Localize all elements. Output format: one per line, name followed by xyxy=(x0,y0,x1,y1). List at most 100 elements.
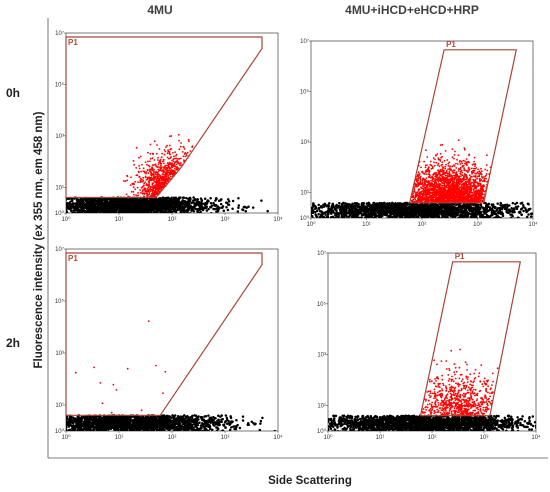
data-point xyxy=(162,158,165,161)
data-point xyxy=(168,197,172,201)
data-point xyxy=(404,218,407,221)
data-point xyxy=(302,206,305,209)
data-point xyxy=(62,202,65,205)
data-point xyxy=(190,201,193,205)
data-point xyxy=(148,160,151,163)
data-point xyxy=(123,210,127,213)
data-point xyxy=(59,198,62,201)
data-point xyxy=(174,212,175,213)
data-point xyxy=(527,213,530,216)
data-point xyxy=(153,168,156,171)
data-point xyxy=(189,150,192,152)
data-point xyxy=(512,207,516,210)
x-tick-label: 10³ xyxy=(473,222,482,228)
data-point xyxy=(495,215,499,218)
data-point xyxy=(55,203,58,206)
data-point xyxy=(111,208,114,211)
data-point xyxy=(176,168,179,171)
data-point xyxy=(284,209,287,212)
data-point xyxy=(130,190,133,193)
data-point xyxy=(397,204,401,208)
data-point xyxy=(18,211,21,214)
row-label-2h: 2h xyxy=(6,336,20,350)
data-point xyxy=(261,205,264,208)
data-point xyxy=(405,218,408,221)
data-point xyxy=(132,199,136,203)
data-point xyxy=(170,135,173,137)
data-point xyxy=(515,201,519,205)
data-point xyxy=(128,198,132,201)
data-point xyxy=(113,214,116,217)
data-point xyxy=(444,219,447,222)
data-point xyxy=(105,208,109,212)
data-point xyxy=(74,214,77,217)
data-point xyxy=(128,217,131,220)
data-point xyxy=(149,211,153,213)
data-point xyxy=(56,201,59,204)
data-point xyxy=(128,206,131,209)
data-point xyxy=(173,213,176,216)
data-point xyxy=(15,213,18,216)
data-point xyxy=(12,198,15,201)
data-point xyxy=(225,205,228,209)
data-point xyxy=(167,162,169,164)
data-point xyxy=(388,205,391,209)
data-point xyxy=(120,207,123,211)
data-point xyxy=(50,206,53,209)
data-point xyxy=(331,225,334,228)
data-point xyxy=(134,214,137,217)
x-axis-title: Side Scattering xyxy=(268,475,352,487)
data-point xyxy=(111,219,114,222)
data-point xyxy=(520,207,524,210)
data-point xyxy=(307,204,310,207)
data-point xyxy=(492,212,496,215)
data-point xyxy=(76,211,80,213)
data-point xyxy=(89,213,92,216)
data-point xyxy=(496,211,500,214)
data-point xyxy=(302,209,305,212)
data-point xyxy=(168,163,171,166)
data-point xyxy=(303,205,306,208)
data-point xyxy=(173,198,176,202)
data-point xyxy=(305,209,308,212)
data-point xyxy=(169,148,172,151)
data-point xyxy=(159,158,162,161)
data-point xyxy=(60,203,63,206)
data-point xyxy=(116,212,118,213)
data-point xyxy=(108,219,111,222)
data-point xyxy=(427,204,430,208)
data-point xyxy=(110,217,113,220)
data-point xyxy=(60,205,63,208)
data-point xyxy=(411,212,414,215)
data-point xyxy=(393,222,396,225)
y-tick-label: 10⁵ xyxy=(300,89,310,96)
data-point xyxy=(121,201,125,204)
data-point xyxy=(175,163,178,166)
data-point xyxy=(50,202,53,205)
data-point xyxy=(392,219,395,222)
data-point xyxy=(302,207,305,210)
data-point xyxy=(164,208,167,212)
data-point xyxy=(59,202,62,205)
data-point xyxy=(496,202,499,205)
data-point xyxy=(144,207,148,210)
data-point xyxy=(126,217,129,220)
data-point xyxy=(48,204,51,207)
data-point xyxy=(19,202,22,205)
data-point xyxy=(66,208,68,211)
data-point xyxy=(132,217,135,220)
data-point xyxy=(324,213,327,216)
data-point xyxy=(24,204,27,207)
data-point xyxy=(48,197,51,200)
data-point xyxy=(227,200,231,203)
data-point xyxy=(137,202,140,205)
data-point xyxy=(317,213,320,216)
data-point xyxy=(351,219,354,222)
data-point xyxy=(143,214,146,217)
data-point xyxy=(169,200,173,203)
data-point xyxy=(158,181,161,184)
data-point xyxy=(382,202,386,206)
data-point xyxy=(63,203,66,206)
data-point xyxy=(294,216,297,219)
